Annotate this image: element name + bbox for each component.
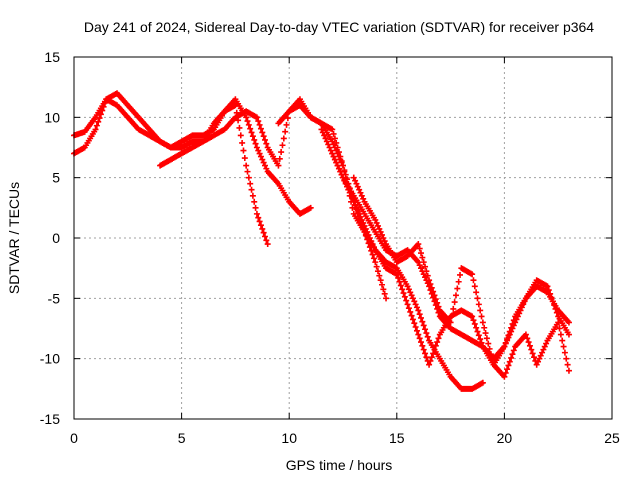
chart-title: Day 241 of 2024, Sidereal Day-to-day VTE… — [84, 19, 594, 35]
x-tick-label: 25 — [604, 430, 620, 446]
axis-ticks: 0 5 10 15 20 25 -15 -10 -5 0 5 10 15 — [40, 49, 620, 446]
y-axis-title: SDTVAR / TECUs — [6, 182, 22, 294]
x-tick-label: 0 — [70, 430, 78, 446]
y-tick-label: 10 — [44, 109, 60, 125]
y-tick-label: -5 — [48, 290, 61, 306]
x-tick-label: 15 — [389, 430, 405, 446]
y-tick-label: 0 — [52, 230, 60, 246]
x-tick-label: 5 — [178, 430, 186, 446]
y-tick-label: 5 — [52, 170, 60, 186]
x-axis-title: GPS time / hours — [286, 457, 393, 473]
x-tick-label: 10 — [281, 430, 297, 446]
data-points — [71, 90, 572, 392]
x-tick-label: 20 — [497, 430, 513, 446]
series-track-7 — [350, 174, 572, 380]
point-markers — [350, 174, 572, 380]
y-tick-label: -15 — [40, 411, 60, 427]
y-tick-label: 15 — [44, 49, 60, 65]
y-tick-label: -10 — [40, 351, 60, 367]
